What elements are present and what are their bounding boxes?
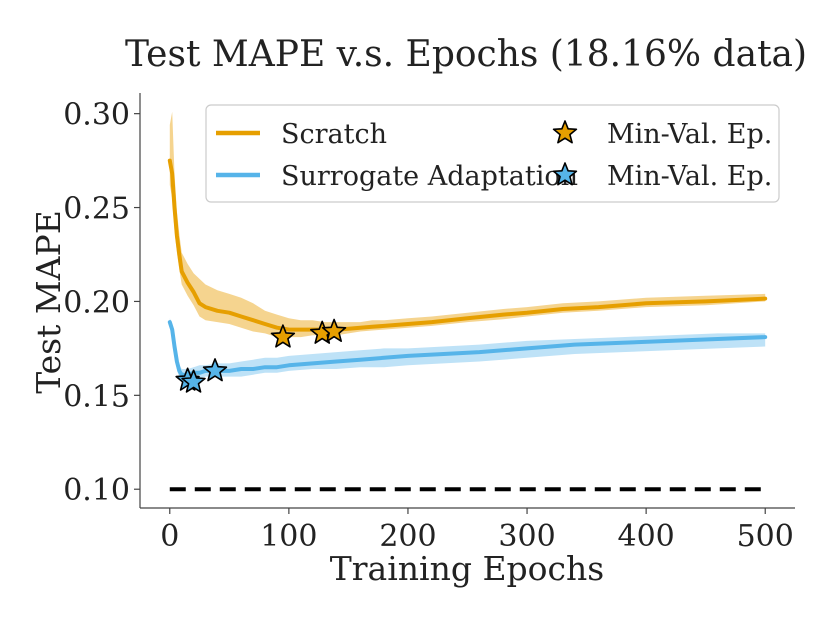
min-val-star-surrogate-adaptation-2 [202,358,228,382]
legend-star-swatch [552,162,578,186]
legend-box [205,104,780,203]
chart-title: Test MAPE v.s. Epochs (18.16% data) [125,34,807,75]
x-tick-label: 0 [160,519,179,554]
y-tick-label: 0.20 [63,285,130,320]
x-axis-label: Training Epochs [330,549,604,588]
band-surrogate-adaptation [169,318,766,383]
axes: 0 100 200 300 400 500 0.10 0.15 0.20 0.25 0.30 [63,93,795,554]
legend: Scratch Surrogate Adaptation Min-Val. Ep. M… [205,104,780,203]
legend-label: Surrogate Adaptation [281,161,578,192]
legend-label: Min-Val. Ep. [607,161,772,192]
y-tick-label: 0.25 [63,192,130,227]
plot-area [167,111,768,492]
x-tick-label: 500 [737,519,794,554]
line-scratch [167,158,768,332]
legend-label: Min-Val. Ep. [607,119,772,150]
x-tick-label: 100 [260,519,317,554]
y-axis-label: Test MAPE [29,210,68,394]
x-tick-label: 200 [379,519,436,554]
line-surrogate-adaptation [167,320,768,377]
y-tick-label: 0.10 [63,473,130,508]
x-tick-label: 300 [498,519,555,554]
min-val-star-scratch-0 [270,324,296,348]
legend-label: Scratch [281,119,387,150]
y-tick-label: 0.15 [63,379,130,414]
x-tick-label: 400 [618,519,675,554]
min-val-star-surrogate-adaptation-1 [181,369,206,393]
min-val-star-scratch-2 [321,318,347,342]
y-tick-label: 0.30 [63,98,130,133]
legend-star-swatch [552,120,578,144]
